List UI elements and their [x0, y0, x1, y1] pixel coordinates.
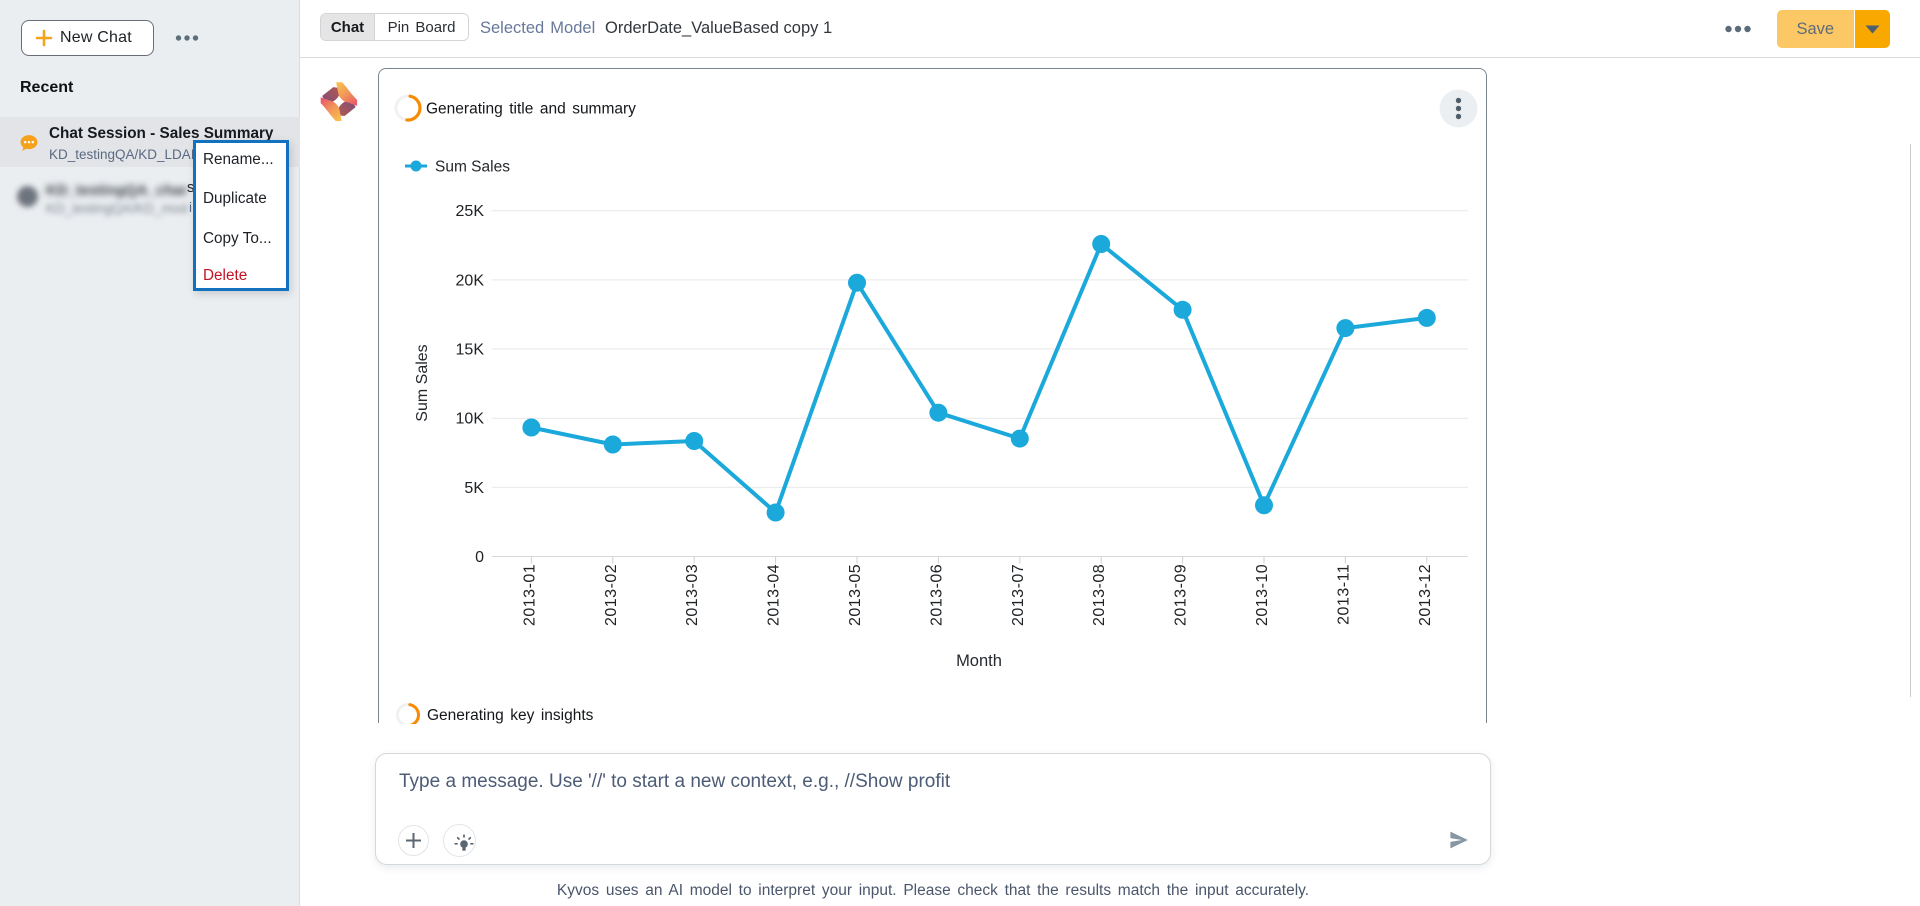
svg-text:2013-04: 2013-04	[766, 564, 783, 626]
svg-text:2013-01: 2013-01	[521, 564, 538, 626]
svg-text:5K: 5K	[464, 480, 484, 497]
svg-text:10K: 10K	[456, 411, 485, 428]
svg-text:2013-11: 2013-11	[1335, 564, 1352, 625]
svg-text:15K: 15K	[456, 342, 485, 359]
svg-text:Generating title and summary: Generating title and summary	[426, 101, 636, 118]
svg-text:2013-10: 2013-10	[1254, 564, 1271, 626]
svg-text:2013-09: 2013-09	[1173, 564, 1190, 626]
svg-text:0: 0	[475, 549, 484, 566]
svg-text:2013-08: 2013-08	[1091, 564, 1108, 626]
svg-text:Generating key insights: Generating key insights	[427, 707, 594, 724]
svg-text:2013-03: 2013-03	[684, 564, 701, 626]
svg-text:2013-06: 2013-06	[928, 564, 945, 626]
svg-text:25K: 25K	[456, 203, 485, 220]
svg-text:2013-05: 2013-05	[847, 564, 864, 626]
svg-text:Sum Sales: Sum Sales	[435, 159, 510, 176]
svg-text:2013-02: 2013-02	[603, 564, 620, 626]
svg-text:Month: Month	[956, 652, 1002, 670]
svg-text:20K: 20K	[456, 272, 485, 289]
svg-text:2013-12: 2013-12	[1417, 564, 1434, 626]
svg-text:Sum Sales: Sum Sales	[414, 344, 431, 421]
svg-text:2013-07: 2013-07	[1010, 564, 1027, 626]
